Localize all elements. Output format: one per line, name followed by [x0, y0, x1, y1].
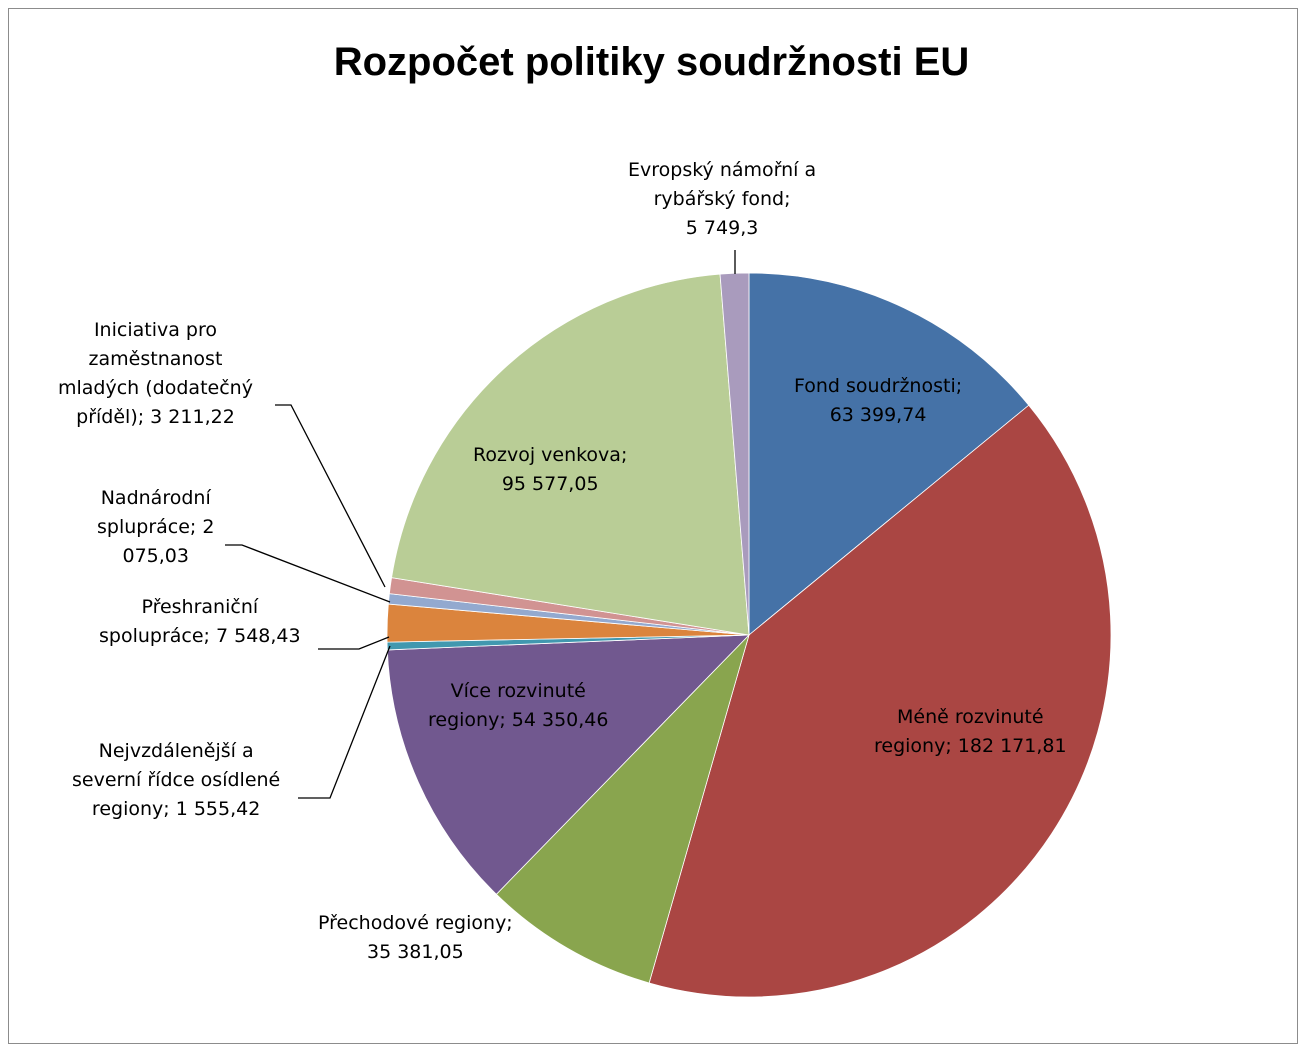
pie-slice-9 — [391, 273, 750, 636]
data-label-6: Přeshraniční spolupráce; 7 548,43 — [99, 593, 301, 651]
data-label-4: Více rozvinuté regiony; 54 350,46 — [428, 677, 608, 735]
leader-line-5 — [298, 645, 391, 799]
data-label-line: regiony; 182 171,81 — [874, 735, 1067, 757]
chart-title: Rozpočet politiky soudržnosti EU — [333, 40, 970, 84]
data-label-line: Iniciativa pro — [93, 319, 217, 341]
data-label-line: Nadnárodní — [100, 487, 211, 509]
data-label-line: Fond soudržnosti; — [794, 375, 963, 397]
data-label-line: Nejvzdálenější a — [98, 740, 254, 762]
data-label-5: Nejvzdálenější a severní řídce osídlené re… — [72, 737, 280, 824]
data-label-line: spolupráce; 7 548,43 — [99, 625, 301, 647]
pie-slice-3 — [495, 634, 750, 984]
data-label-line: regiony; 54 350,46 — [428, 709, 609, 731]
pie-slice-1 — [748, 272, 1030, 636]
data-label-line: Přechodové regiony; — [318, 912, 513, 934]
data-label-line: Evropský námořní a — [628, 159, 817, 181]
data-label-line: 95 577,05 — [501, 473, 599, 495]
data-label-line: mladých (dodatečný — [58, 377, 253, 399]
data-label-line: rybářský fond; — [653, 188, 791, 210]
leader-line-8 — [275, 404, 386, 588]
leader-line-6 — [318, 636, 390, 650]
data-label-line: Méně rozvinuté — [896, 706, 1044, 728]
data-label-line: Přeshraniční — [141, 596, 259, 618]
pie-slice-2 — [648, 404, 1112, 998]
data-label-line: 075,03 — [122, 545, 189, 567]
data-label-1: Fond soudržnosti; 63 399,74 — [794, 372, 962, 430]
data-label-2: Méně rozvinuté regiony; 182 171,81 — [874, 703, 1067, 761]
data-label-line: severní řídce osídlené — [72, 769, 281, 791]
data-label-line: splupráce; 2 — [97, 516, 215, 538]
leader-line-7 — [225, 544, 391, 603]
data-label-line: 63 399,74 — [829, 404, 927, 426]
data-label-line: regiony; 1 555,42 — [91, 798, 261, 820]
data-label-line: 35 381,05 — [367, 941, 464, 963]
data-label-10: Evropský námořní a rybářský fond; 5 749,3 — [628, 156, 816, 243]
data-label-line: příděl); 3 211,22 — [76, 406, 235, 428]
pie-slice-4 — [386, 634, 750, 895]
data-label-7: Nadnárodní splupráce; 2 075,03 — [97, 484, 214, 571]
data-label-line: 5 749,3 — [685, 217, 759, 239]
data-label-line: Rozvoj venkova; — [473, 444, 628, 466]
data-label-3: Přechodové regiony; 35 381,05 — [318, 909, 513, 967]
data-label-line: Více rozvinuté — [450, 680, 586, 702]
data-label-9: Rozvoj venkova; 95 577,05 — [473, 441, 627, 499]
data-label-8: Iniciativa pro zaměstnanost mladých (dodat… — [58, 316, 253, 432]
data-label-line: zaměstnanost — [88, 348, 223, 370]
